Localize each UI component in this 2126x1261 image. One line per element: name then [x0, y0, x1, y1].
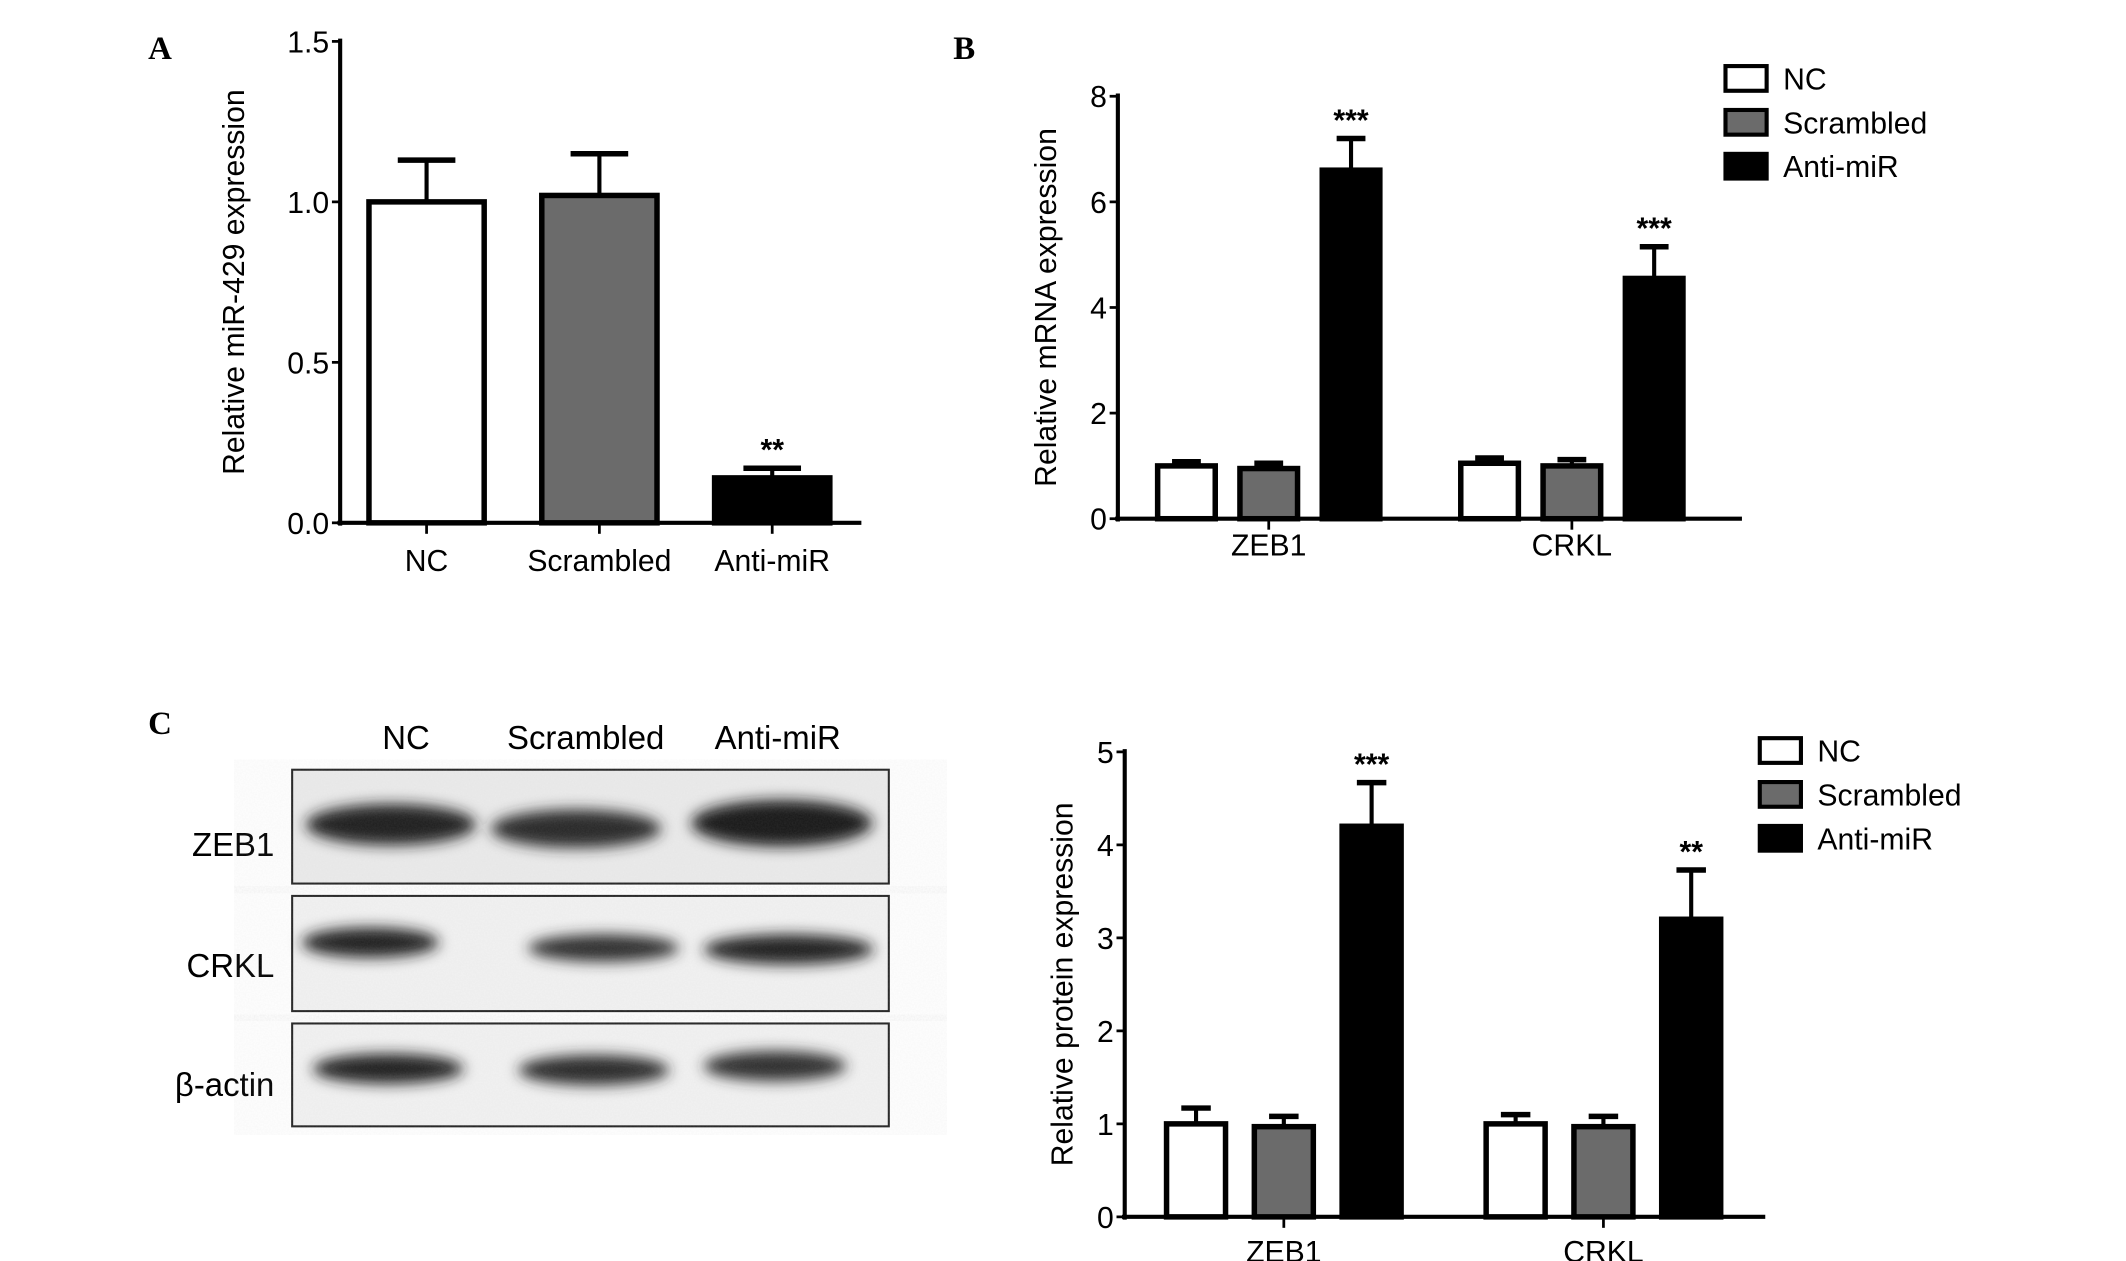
chart-b: 0 2 4 6 8 Relative mRNA expression *** ZEB1 *** C…	[1030, 63, 1927, 562]
y-axis-label: Relative mRNA expression	[1030, 128, 1063, 487]
y-tick-label: 6	[1090, 187, 1107, 220]
bar	[1571, 1123, 1636, 1220]
bar	[1237, 465, 1301, 522]
bar	[1154, 463, 1218, 522]
bar	[366, 199, 487, 526]
blot-lane-scrambled: Scrambled	[507, 719, 664, 756]
bar	[711, 475, 833, 526]
legend-label: Scrambled	[1817, 779, 1961, 812]
panel-label-a: A	[148, 31, 172, 67]
legend-label: NC	[1817, 735, 1861, 768]
legend-label: Anti-miR	[1817, 823, 1933, 856]
y-tick-label: 2	[1097, 1016, 1114, 1049]
x-tick-label: ZEB1	[1231, 530, 1306, 563]
legend-label: Scrambled	[1783, 107, 1927, 140]
x-tick-label: NC	[405, 545, 449, 578]
blot-row-zeb1: ZEB1	[192, 826, 274, 863]
legend-swatch	[1723, 64, 1769, 93]
chart-a: 0.0 0.5 1.0 1.5 Relative miR-429 expression N…	[218, 26, 862, 578]
y-tick-label: 1	[1097, 1109, 1114, 1142]
legend-label: NC	[1783, 63, 1827, 96]
chart-c: 0 1 2 3 4 5 Relative protein expression *** ZEB1…	[1047, 735, 1962, 1261]
legend-swatch	[1723, 151, 1769, 181]
legend-swatch	[1757, 736, 1803, 765]
y-axis-label: Relative protein expression	[1047, 803, 1080, 1167]
x-tick-label: Scrambled	[527, 545, 671, 578]
bar	[1658, 916, 1724, 1220]
blot-row-crkl: CRKL	[187, 947, 275, 984]
y-tick-label: 0.0	[287, 508, 329, 541]
bar	[1339, 823, 1404, 1220]
y-tick-label: 1.5	[287, 26, 329, 59]
y-tick-label: 0.5	[287, 347, 329, 380]
bar	[1622, 275, 1686, 522]
significance-label: **	[1679, 836, 1703, 869]
y-tick-label: 2	[1090, 398, 1107, 431]
western-blot: NC Scrambled Anti-miR ZEB1 CRKL β-actin	[175, 719, 890, 1128]
y-tick-label: 3	[1097, 923, 1114, 956]
x-tick-label: CRKL	[1563, 1236, 1643, 1261]
significance-label: ***	[1333, 104, 1368, 137]
x-tick-label: Anti-miR	[714, 545, 830, 578]
legend-swatch	[1757, 823, 1803, 853]
legend-label: Anti-miR	[1783, 151, 1899, 184]
bar	[1540, 463, 1604, 522]
y-tick-label: 0	[1090, 504, 1107, 537]
bar	[1319, 167, 1383, 522]
bar	[539, 192, 660, 526]
y-tick-label: 0	[1097, 1202, 1114, 1235]
significance-label: **	[760, 434, 784, 467]
significance-label: ***	[1637, 213, 1672, 246]
blot-lane-nc: NC	[382, 719, 430, 756]
panel-label-c: C	[148, 706, 172, 742]
y-tick-label: 5	[1097, 737, 1114, 770]
x-tick-label: CRKL	[1532, 530, 1612, 563]
y-tick-label: 4	[1090, 292, 1107, 325]
bar	[1458, 460, 1522, 522]
y-tick-label: 1.0	[287, 187, 329, 220]
y-axis-label: Relative miR-429 expression	[218, 89, 251, 475]
y-tick-label: 8	[1090, 81, 1107, 114]
blot-row-beta-actin: β-actin	[175, 1066, 274, 1103]
blot-strip-beta-actin	[291, 1022, 890, 1128]
bar	[1163, 1121, 1229, 1220]
legend-swatch	[1723, 107, 1769, 137]
blot-lane-anti-mir: Anti-miR	[715, 719, 841, 756]
bar	[1483, 1121, 1548, 1220]
blot-strip-crkl	[291, 894, 890, 1013]
significance-label: ***	[1354, 748, 1389, 781]
y-tick-label: 4	[1097, 830, 1114, 863]
panel-label-b: B	[953, 31, 975, 67]
bar	[1251, 1123, 1317, 1220]
legend-swatch	[1757, 780, 1803, 809]
blot-strip-zeb1	[291, 768, 890, 885]
x-tick-label: ZEB1	[1246, 1236, 1321, 1261]
